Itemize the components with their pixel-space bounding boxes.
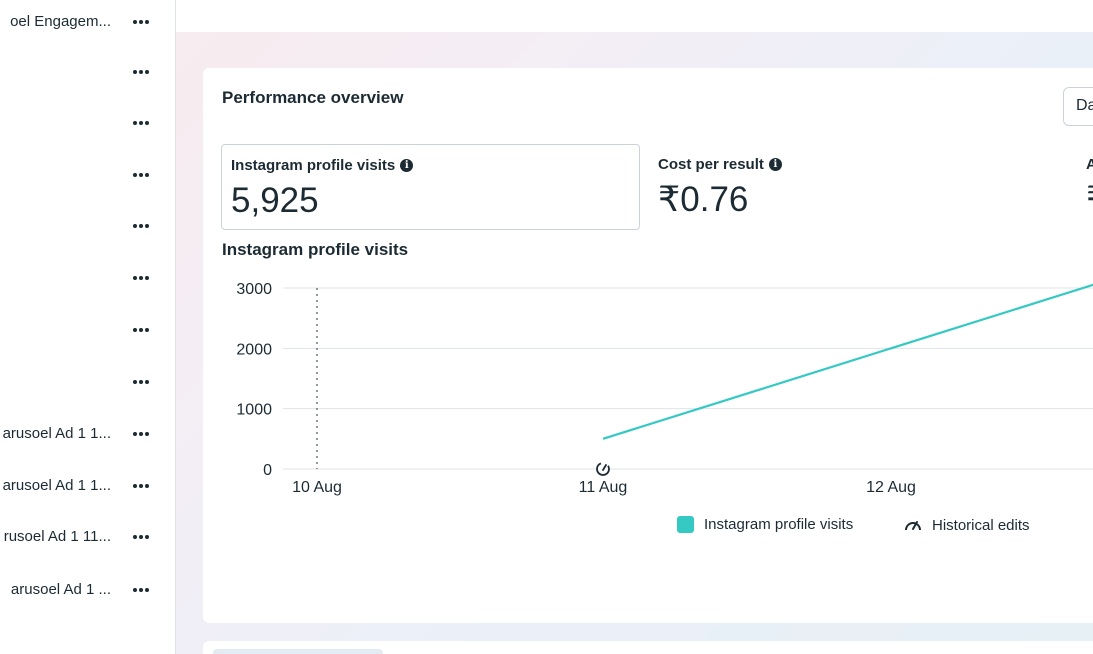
- legend-series[interactable]: Instagram profile visits: [677, 516, 853, 533]
- more-options-icon[interactable]: [129, 60, 153, 84]
- top-bar: [176, 0, 1093, 32]
- x-tick-label: 12 Aug: [866, 479, 916, 496]
- sidebar-row[interactable]: [0, 370, 175, 394]
- more-options-icon[interactable]: [129, 422, 153, 446]
- campaign-sidebar: oel Engagem... arusoel Ad 1 1... arusoel A…: [0, 0, 176, 654]
- card-title: Performance overview: [222, 88, 404, 107]
- metric-value: ₹0.76: [658, 180, 749, 219]
- sidebar-row[interactable]: arusoel Ad 1 1...: [0, 422, 175, 446]
- sidebar-row[interactable]: [0, 111, 175, 135]
- chart-title: Instagram profile visits: [222, 240, 409, 259]
- sidebar-row-label: arusoel Ad 1 1...: [2, 477, 111, 494]
- historical-edit-marker-icon[interactable]: [596, 462, 610, 476]
- historical-edits-icon: [905, 521, 921, 531]
- more-options-icon[interactable]: [129, 10, 153, 34]
- info-icon[interactable]: i: [400, 159, 414, 172]
- sidebar-row[interactable]: [0, 214, 175, 238]
- sidebar-row[interactable]: [0, 266, 175, 290]
- metric-label: Cost per result: [658, 156, 764, 173]
- more-options-icon[interactable]: [129, 318, 153, 342]
- info-icon[interactable]: i: [768, 158, 782, 171]
- metric-tile-third[interactable]: A ₹: [1077, 144, 1093, 230]
- x-tick-label: 11 Aug: [579, 479, 628, 496]
- sidebar-row-label: rusoel Ad 1 11...: [3, 528, 111, 545]
- y-tick-label: 2000: [236, 341, 272, 358]
- more-options-icon[interactable]: [129, 370, 153, 394]
- sidebar-row[interactable]: [0, 318, 175, 342]
- line-chart: 0 1000 2000 3000 10 Aug 11 Aug 12 Aug: [236, 281, 1093, 496]
- metric-value: 5,925: [231, 181, 319, 220]
- y-tick-label: 0: [263, 462, 272, 479]
- legend-edits-label: Historical edits: [932, 516, 1030, 534]
- series-line: [602, 283, 1093, 440]
- sidebar-row[interactable]: oel Engagem...: [0, 10, 175, 34]
- sidebar-row-label: arusoel Ad 1 1...: [2, 425, 111, 442]
- legend-swatch: [677, 516, 694, 533]
- more-options-icon[interactable]: [129, 578, 153, 602]
- next-card: [203, 641, 1093, 654]
- x-tick-label: 10 Aug: [292, 479, 342, 496]
- y-tick-label: 3000: [236, 281, 272, 298]
- more-options-icon[interactable]: [129, 474, 153, 498]
- legend-historical-edits[interactable]: Historical edits: [903, 516, 1030, 534]
- sidebar-row[interactable]: [0, 163, 175, 187]
- sidebar-row[interactable]: rusoel Ad 1 11...: [0, 525, 175, 549]
- metric-label: A: [1086, 156, 1093, 173]
- date-range-button[interactable]: Da: [1063, 87, 1093, 126]
- y-tick-label: 1000: [236, 402, 272, 419]
- more-options-icon[interactable]: [129, 163, 153, 187]
- sidebar-row[interactable]: [0, 60, 175, 84]
- next-card-tab[interactable]: [213, 649, 383, 654]
- sidebar-row[interactable]: arusoel Ad 1 1...: [0, 474, 175, 498]
- sidebar-row-label: oel Engagem...: [10, 13, 111, 30]
- sidebar-row[interactable]: arusoel Ad 1 ...: [0, 578, 175, 602]
- metric-tile-cost-per-result[interactable]: Cost per result i ₹0.76: [649, 144, 1049, 230]
- sidebar-row-label: arusoel Ad 1 ...: [10, 581, 111, 598]
- more-options-icon[interactable]: [129, 266, 153, 290]
- metric-label: Instagram profile visits: [231, 157, 396, 174]
- legend-series-label: Instagram profile visits: [704, 516, 854, 533]
- more-options-icon[interactable]: [129, 214, 153, 238]
- metric-tile-profile-visits[interactable]: Instagram profile visits i 5,925: [221, 144, 640, 230]
- performance-overview-card: Performance overview Da Instagram profil…: [203, 68, 1093, 623]
- more-options-icon[interactable]: [129, 525, 153, 549]
- metric-value: ₹: [1086, 180, 1093, 220]
- more-options-icon[interactable]: [129, 111, 153, 135]
